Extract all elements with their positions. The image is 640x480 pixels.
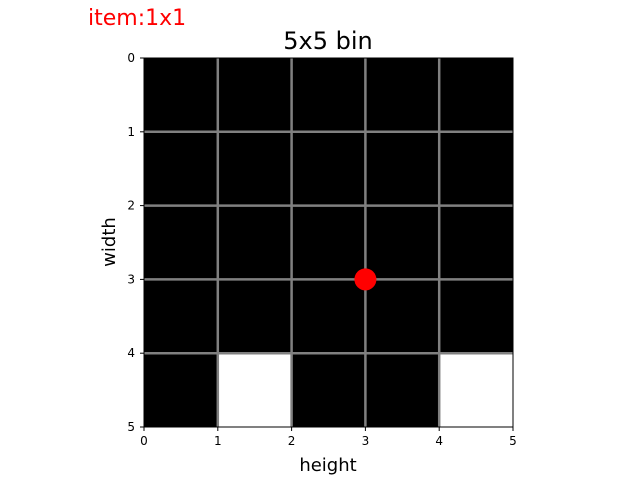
axes-frame xyxy=(143,57,514,428)
x-tick-label: 4 xyxy=(435,434,443,448)
cell-filled xyxy=(217,205,292,280)
y-tick-label: 5 xyxy=(127,420,135,434)
y-tick-label: 2 xyxy=(127,199,135,213)
cell-filled xyxy=(439,58,513,132)
cell-filled xyxy=(365,131,440,206)
cell-filled xyxy=(365,353,440,427)
cell-filled xyxy=(144,58,218,132)
x-axis-label: height xyxy=(299,455,356,476)
cell-empty xyxy=(439,353,513,427)
cell-filled xyxy=(439,131,513,206)
y-tick-label: 3 xyxy=(127,272,135,286)
x-tick-label: 2 xyxy=(288,434,296,448)
x-tick-label: 1 xyxy=(214,434,222,448)
cell-filled xyxy=(144,353,218,427)
x-tick-label: 3 xyxy=(362,434,370,448)
cell-filled xyxy=(365,58,440,132)
cell-filled xyxy=(291,353,366,427)
cell-filled xyxy=(439,205,513,280)
cell-filled xyxy=(291,279,366,354)
y-tick-label: 4 xyxy=(127,346,135,360)
cell-filled xyxy=(144,131,218,206)
marker-layer xyxy=(354,268,377,291)
chart-title: 5x5 bin xyxy=(283,27,372,55)
cell-filled xyxy=(439,279,513,354)
y-axis-label: width xyxy=(99,217,120,267)
x-tick-label: 0 xyxy=(140,434,148,448)
cell-empty xyxy=(217,353,292,427)
cell-filled xyxy=(365,205,440,280)
cell-filled xyxy=(291,58,366,132)
grid-lines xyxy=(144,58,513,427)
cell-filled xyxy=(217,131,292,206)
cell-filled xyxy=(217,58,292,132)
cell-filled xyxy=(291,205,366,280)
y-tick-label: 1 xyxy=(127,125,135,139)
cell-filled xyxy=(144,279,218,354)
plot-frame xyxy=(143,57,514,428)
cell-filled xyxy=(144,205,218,280)
x-tick-label: 5 xyxy=(509,434,517,448)
placement-marker xyxy=(354,268,377,291)
y-tick-label: 0 xyxy=(127,51,135,65)
bin-cells xyxy=(144,58,513,427)
cell-filled xyxy=(291,131,366,206)
cell-filled xyxy=(217,279,292,354)
current-item-label: item:1x1 xyxy=(88,6,187,31)
cell-filled xyxy=(365,279,440,354)
